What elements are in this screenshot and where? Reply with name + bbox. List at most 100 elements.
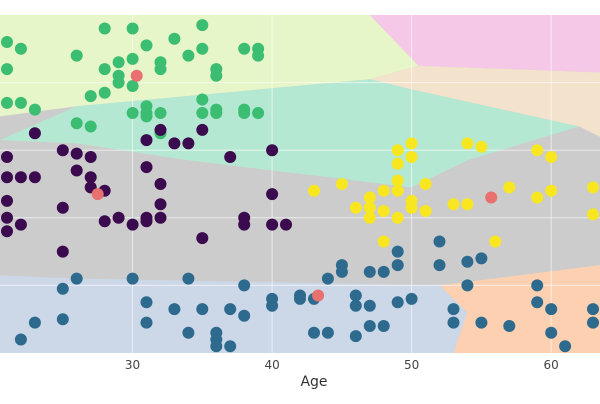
data-point xyxy=(406,202,418,214)
data-point xyxy=(196,94,208,106)
data-point xyxy=(252,107,264,119)
data-point xyxy=(1,195,13,207)
data-point xyxy=(141,161,153,173)
data-point xyxy=(127,107,139,119)
data-point xyxy=(99,87,111,99)
data-point xyxy=(392,296,404,308)
data-point xyxy=(364,192,376,204)
data-point xyxy=(141,317,153,329)
data-point xyxy=(224,151,236,163)
data-point xyxy=(182,273,194,285)
data-point xyxy=(155,63,167,75)
data-point xyxy=(57,283,69,295)
data-point xyxy=(475,317,487,329)
data-point xyxy=(168,303,180,315)
data-point xyxy=(155,198,167,210)
x-tick-label: 30 xyxy=(125,358,140,372)
data-point xyxy=(378,185,390,197)
data-point xyxy=(29,317,41,329)
data-point xyxy=(113,70,125,82)
data-point xyxy=(29,171,41,183)
data-point xyxy=(99,63,111,75)
data-point xyxy=(15,171,27,183)
x-axis-label: Age xyxy=(300,374,327,390)
data-point xyxy=(350,202,362,214)
data-point xyxy=(57,246,69,258)
data-point xyxy=(196,124,208,136)
data-point xyxy=(434,259,446,271)
data-point xyxy=(57,313,69,325)
data-point xyxy=(531,279,543,291)
data-point xyxy=(392,158,404,170)
data-point xyxy=(378,320,390,332)
data-point xyxy=(364,266,376,278)
data-point xyxy=(238,279,250,291)
data-point xyxy=(350,330,362,342)
data-point xyxy=(99,215,111,227)
data-point xyxy=(29,104,41,116)
data-point xyxy=(420,205,432,217)
data-point xyxy=(434,236,446,248)
data-point xyxy=(196,232,208,244)
data-point xyxy=(238,43,250,55)
data-point xyxy=(168,33,180,45)
data-point xyxy=(196,107,208,119)
data-point xyxy=(224,303,236,315)
data-point xyxy=(266,188,278,200)
data-point xyxy=(71,273,83,285)
data-point xyxy=(531,192,543,204)
data-point xyxy=(364,212,376,224)
data-point xyxy=(350,300,362,312)
data-point xyxy=(15,97,27,109)
data-point xyxy=(141,296,153,308)
data-point xyxy=(127,273,139,285)
data-point xyxy=(448,198,460,210)
data-point xyxy=(322,327,334,339)
data-point xyxy=(378,266,390,278)
data-point xyxy=(312,290,324,302)
data-point xyxy=(364,320,376,332)
data-point xyxy=(378,205,390,217)
data-point xyxy=(1,171,13,183)
data-point xyxy=(127,53,139,65)
data-point xyxy=(141,39,153,51)
data-point xyxy=(336,259,348,271)
x-tick-label: 40 xyxy=(264,358,279,372)
data-point xyxy=(238,310,250,322)
data-point xyxy=(392,185,404,197)
data-point xyxy=(196,43,208,55)
data-point xyxy=(448,303,460,315)
data-point xyxy=(406,293,418,305)
data-point xyxy=(196,303,208,315)
data-point xyxy=(364,300,376,312)
data-point xyxy=(155,212,167,224)
data-point xyxy=(85,151,97,163)
data-point xyxy=(266,144,278,156)
data-point xyxy=(545,327,557,339)
data-point xyxy=(1,63,13,75)
data-point xyxy=(71,117,83,129)
data-point xyxy=(461,137,473,149)
data-point xyxy=(406,137,418,149)
data-point xyxy=(587,303,599,315)
data-point xyxy=(531,296,543,308)
data-point xyxy=(141,134,153,146)
data-point xyxy=(155,178,167,190)
data-point xyxy=(322,273,334,285)
data-point xyxy=(182,50,194,62)
data-point xyxy=(1,225,13,237)
data-point xyxy=(587,317,599,329)
data-point xyxy=(559,340,571,352)
x-tick-label: 60 xyxy=(544,358,559,372)
data-point xyxy=(85,90,97,102)
data-point xyxy=(531,144,543,156)
data-point xyxy=(587,208,599,220)
data-point xyxy=(155,124,167,136)
data-point xyxy=(475,141,487,153)
data-point xyxy=(238,107,250,119)
data-point xyxy=(406,151,418,163)
data-point xyxy=(196,19,208,31)
data-point xyxy=(224,340,236,352)
